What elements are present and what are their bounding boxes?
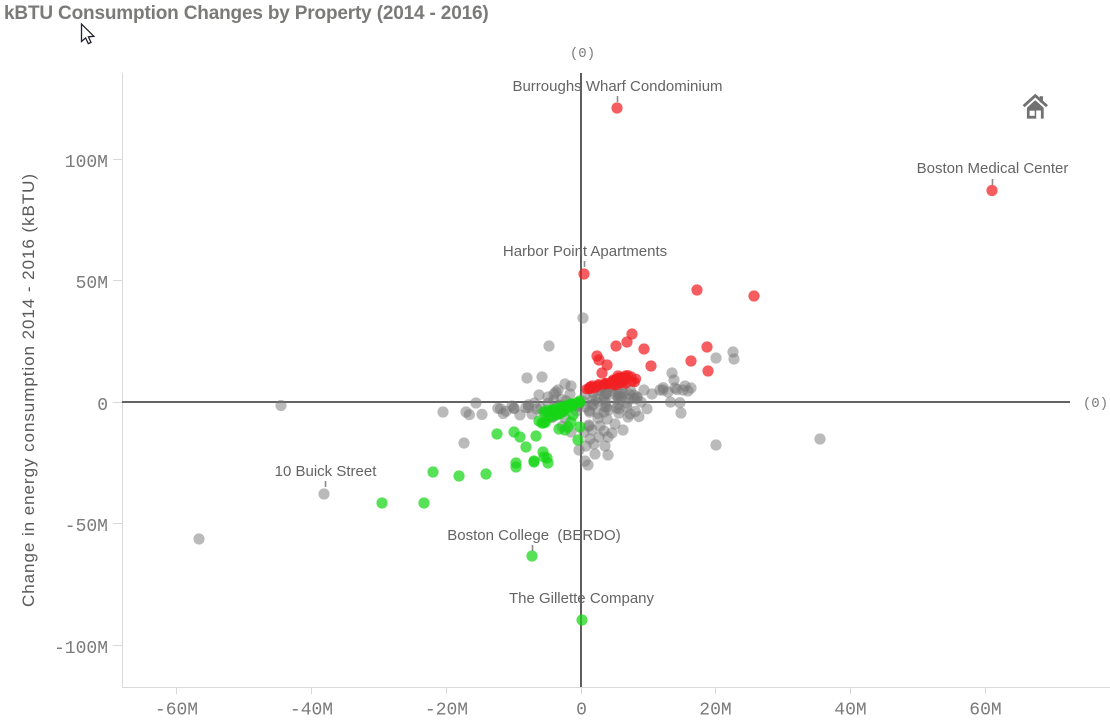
svg-text:The Gillette Company: The Gillette Company (509, 590, 655, 607)
svg-text:10 Buick Street: 10 Buick Street (275, 463, 378, 480)
svg-text:0: 0 (97, 396, 108, 416)
svg-text:60M: 60M (969, 701, 1001, 721)
svg-text:50M: 50M (76, 274, 108, 294)
svg-text:(0): (0) (570, 46, 595, 62)
svg-text:Boston Medical Center: Boston Medical Center (917, 160, 1069, 177)
svg-text:-100M: -100M (54, 639, 108, 659)
svg-text:40M: 40M (834, 701, 866, 721)
svg-text:-60M: -60M (155, 701, 198, 721)
svg-text:Boston College (BERDO): Boston College (BERDO) (447, 527, 620, 544)
svg-text:0: 0 (576, 701, 587, 721)
svg-text:-20M: -20M (425, 701, 468, 721)
svg-text:-40M: -40M (290, 701, 333, 721)
svg-text:(0): (0) (1083, 396, 1108, 412)
svg-text:100M: 100M (65, 153, 108, 173)
svg-text:Change in energy consumption 2: Change in energy consumption 2014 - 2016… (19, 173, 38, 607)
svg-text:Harbor Point Apartments: Harbor Point Apartments (503, 243, 667, 260)
svg-text:Burroughs Wharf Condominium: Burroughs Wharf Condominium (512, 78, 722, 95)
svg-text:20M: 20M (699, 701, 731, 721)
svg-text:-50M: -50M (65, 517, 108, 537)
